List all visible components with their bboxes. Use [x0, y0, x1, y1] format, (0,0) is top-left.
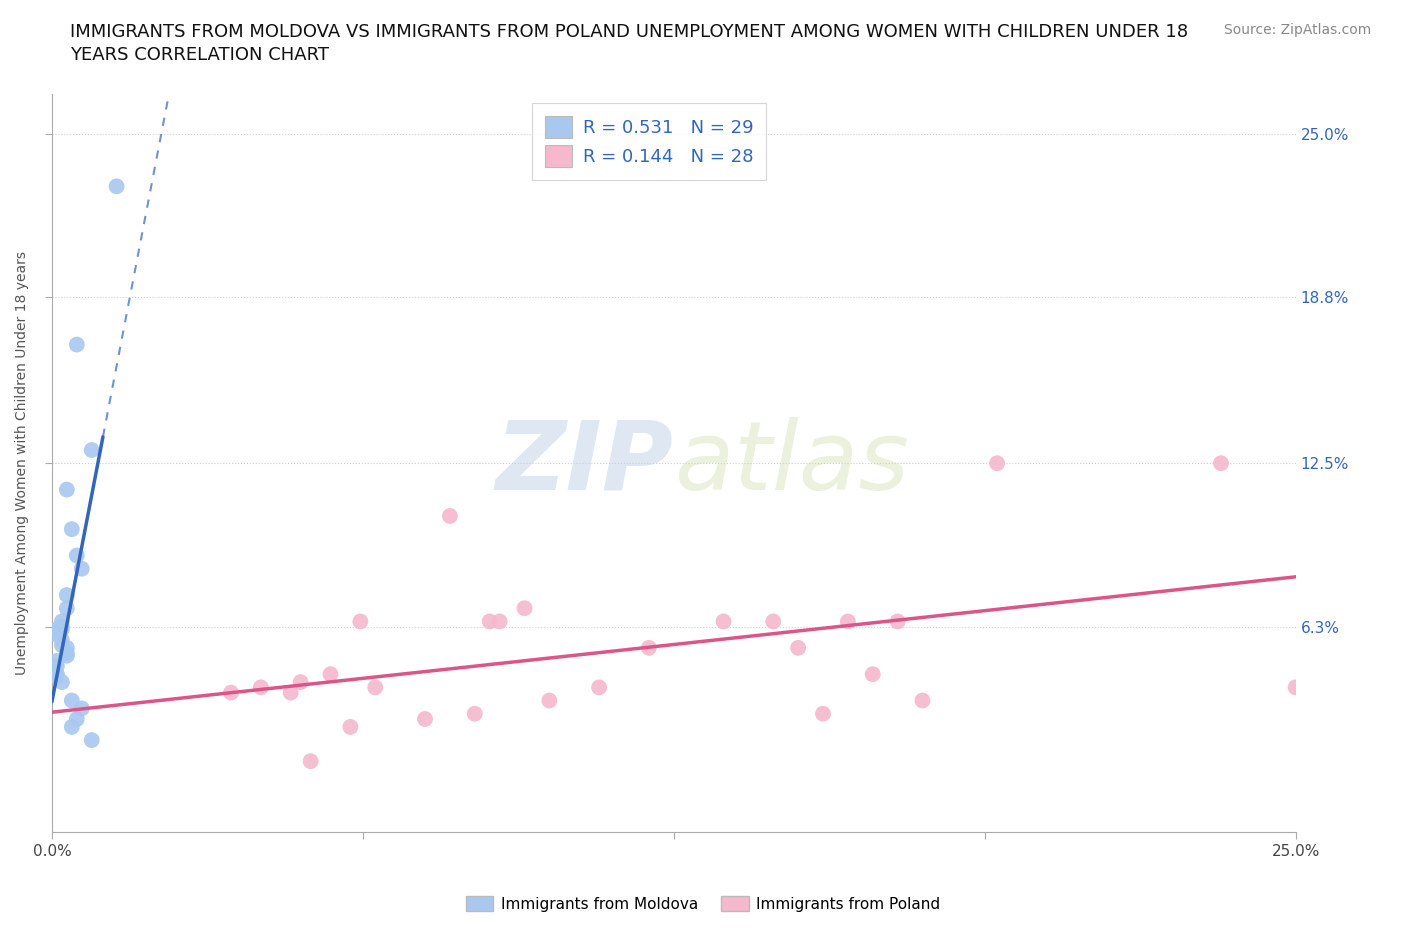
Point [60, 720, 83, 735]
Y-axis label: Unemployment Among Women with Children Under 18 years: Unemployment Among Women with Children U… [15, 251, 30, 675]
Point [538, 693, 561, 708]
Point [986, 456, 1008, 471]
Point [837, 614, 859, 629]
Point [762, 614, 785, 629]
Point [513, 601, 536, 616]
Point [464, 706, 486, 721]
Point [45, 667, 67, 682]
Point [70, 562, 93, 577]
Point [911, 693, 934, 708]
Point [80, 443, 103, 458]
Point [45, 658, 67, 673]
Text: IMMIGRANTS FROM MOLDOVA VS IMMIGRANTS FROM POLAND UNEMPLOYMENT AMONG WOMEN WITH : IMMIGRANTS FROM MOLDOVA VS IMMIGRANTS FR… [70, 23, 1188, 41]
Point [70, 701, 93, 716]
Point [51, 619, 73, 634]
Point [319, 667, 342, 682]
Point [66, 337, 89, 352]
Point [439, 509, 461, 524]
Point [280, 685, 302, 700]
Point [1284, 680, 1306, 695]
Point [60, 693, 83, 708]
Point [488, 614, 510, 629]
Point [45, 654, 67, 669]
Text: ZIP: ZIP [496, 417, 673, 510]
Point [1209, 456, 1232, 471]
Point [51, 638, 73, 653]
Point [299, 753, 322, 768]
Point [56, 601, 79, 616]
Text: atlas: atlas [673, 417, 908, 510]
Point [51, 622, 73, 637]
Point [713, 614, 735, 629]
Point [588, 680, 610, 695]
Point [787, 641, 810, 656]
Legend: R = 0.531   N = 29, R = 0.144   N = 28: R = 0.531 N = 29, R = 0.144 N = 28 [531, 103, 766, 179]
Text: YEARS CORRELATION CHART: YEARS CORRELATION CHART [70, 46, 329, 64]
Point [250, 680, 273, 695]
Point [56, 482, 79, 497]
Point [56, 648, 79, 663]
Legend: Immigrants from Moldova, Immigrants from Poland: Immigrants from Moldova, Immigrants from… [460, 889, 946, 918]
Point [811, 706, 834, 721]
Point [478, 614, 501, 629]
Point [862, 667, 884, 682]
Point [638, 641, 661, 656]
Point [290, 674, 312, 689]
Point [339, 720, 361, 735]
Point [413, 711, 436, 726]
Point [56, 645, 79, 660]
Text: Source: ZipAtlas.com: Source: ZipAtlas.com [1223, 23, 1371, 37]
Point [51, 674, 73, 689]
Point [886, 614, 908, 629]
Point [51, 614, 73, 629]
Point [219, 685, 242, 700]
Point [45, 622, 67, 637]
Point [349, 614, 371, 629]
Point [66, 711, 89, 726]
Point [66, 548, 89, 563]
Point [364, 680, 387, 695]
Point [105, 179, 128, 193]
Point [51, 632, 73, 647]
Point [45, 670, 67, 684]
Point [56, 588, 79, 603]
Point [56, 641, 79, 656]
Point [80, 733, 103, 748]
Point [45, 627, 67, 642]
Point [60, 522, 83, 537]
